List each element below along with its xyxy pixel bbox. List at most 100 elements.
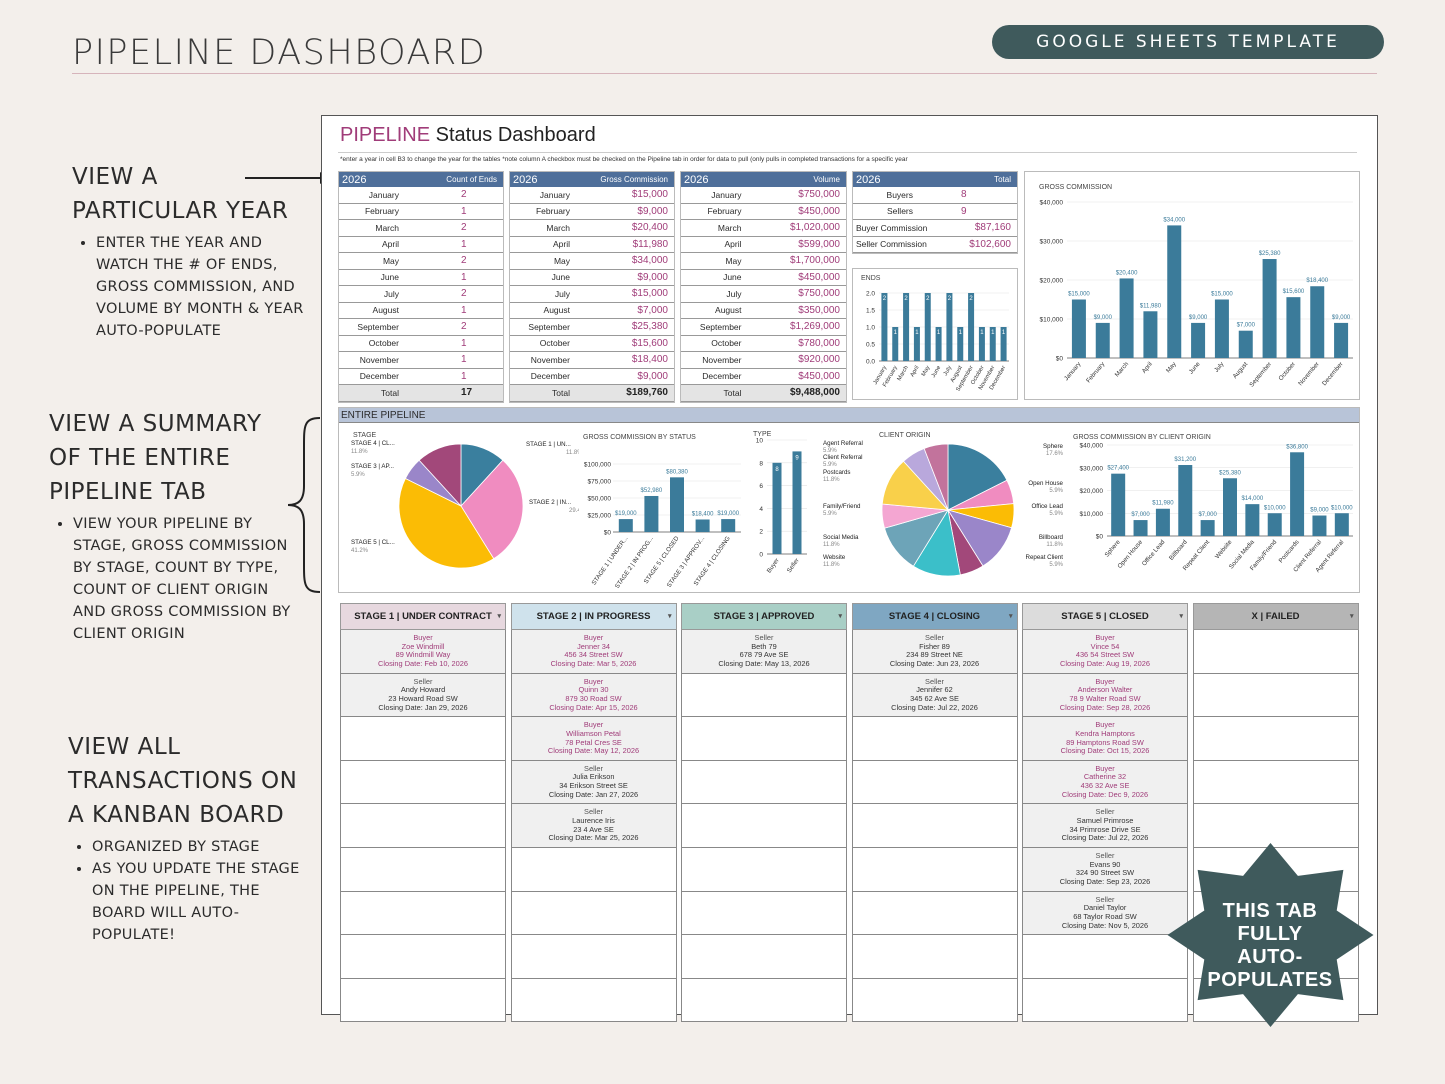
value-cell: 1 [461, 354, 467, 366]
dashboard-sheet: PIPELINE Status Dashboard *enter a year … [321, 115, 1378, 1023]
kanban-column-header[interactable]: STAGE 2 | IN PROGRESS ▾ [510, 603, 677, 630]
volume-table: 2026 Volume January $750,000 February $450,00… [680, 171, 847, 403]
data-label: $36,800 [1286, 444, 1308, 450]
pie-slice [947, 443, 1008, 511]
y-tick-label: $75,000 [588, 479, 612, 486]
y-tick-label: $0 [1096, 534, 1104, 541]
annotation-heading: A KANBAN BOARD [68, 802, 285, 828]
bar [1071, 299, 1086, 358]
chart-title: GROSS COMMISSION BY CLIENT ORIGIN [1073, 434, 1211, 441]
pie-slice [460, 459, 524, 560]
dropdown-arrow-icon[interactable]: ▾ [497, 613, 501, 620]
legend-pct: 11.8% [823, 477, 840, 483]
kanban-card[interactable]: Seller Julia Erikson 34 Erikson Street SE C… [510, 760, 677, 805]
kanban-empty-cell [1192, 760, 1359, 805]
template-badge: GOOGLE SHEETS TEMPLATE [992, 25, 1384, 59]
kanban-card[interactable]: Buyer Vince 54 436 54 Street SW Closing Dat… [1022, 630, 1188, 674]
y-tick-label: 1.5 [866, 308, 875, 315]
card-date: Closing Date: Jun 23, 2026 [889, 659, 980, 669]
card-address: 78 Petal Cres SE [565, 737, 622, 747]
y-tick-label: $20,000 [1080, 488, 1104, 495]
card-name: Samuel Primrose [1076, 816, 1134, 826]
kanban-empty-cell [1192, 673, 1359, 718]
kanban-card[interactable]: Seller Fisher 89 234 89 Street NE Closing D… [851, 630, 1018, 674]
kanban-column-header[interactable]: STAGE 4 | CLOSING ▾ [851, 603, 1018, 630]
pie-slice [923, 443, 949, 511]
kanban-column: STAGE 1 | UNDER CONTRACT ▾ Buyer Zoe Windmi… [340, 603, 506, 1023]
data-label: $14,000 [1242, 496, 1264, 502]
x-tick-label: June [931, 365, 942, 379]
kanban-column-header[interactable]: STAGE 3 | APPROVED ▾ [681, 603, 847, 630]
year-cell[interactable]: 2026 [342, 173, 367, 186]
kanban-column-title: STAGE 5 | CLOSED [1061, 611, 1149, 622]
year-cell[interactable]: 2026 [684, 173, 709, 186]
bar [1286, 297, 1301, 358]
annotation-bullet: AS YOU UPDATE THE STAGE ON THE PIPELINE,… [92, 858, 308, 946]
table-row: January 2 [339, 187, 503, 204]
data-label: $31,200 [1174, 457, 1196, 463]
year-cell[interactable]: 2026 [513, 173, 538, 186]
kanban-card[interactable]: Buyer Kendra Hamptons 89 Hamptons Road SW C… [1022, 717, 1188, 761]
kanban-card[interactable]: Buyer Anderson Walter 78 9 Walter Road SW C… [1022, 673, 1188, 718]
bar [935, 327, 942, 361]
value-cell: 1 [461, 337, 467, 349]
dropdown-arrow-icon[interactable]: ▾ [1008, 613, 1013, 620]
annotation-particular-year: VIEW A PARTICULAR YEAR ENTER THE YEAR AND … [72, 160, 312, 342]
x-tick-label: October [1277, 361, 1297, 382]
kanban-card[interactable]: Buyer Jenner 34 456 34 Street SW Closing Da… [510, 630, 677, 674]
gross-commission-chart-box: GROSS COMMISSION $0 $10,000 $20,000 $30,000 $… [1024, 171, 1360, 400]
total-value: $102,600 [969, 238, 1011, 250]
month-cell: September [699, 321, 742, 332]
kanban-card[interactable]: Buyer Catherine 32 436 32 Ave SE Closing Da… [1022, 760, 1188, 805]
month-cell: July [554, 288, 570, 299]
pie-slice [418, 443, 462, 508]
y-tick-label: 0 [759, 552, 763, 559]
month-cell: October [368, 338, 399, 349]
bar [903, 293, 910, 361]
legend-pct: 11.8% [351, 449, 368, 455]
kanban-empty-cell [340, 891, 506, 936]
kanban-card[interactable]: Buyer Quinn 30 879 30 Road SW Closing Date:… [510, 673, 677, 718]
card-type: Buyer [1095, 633, 1115, 642]
bar [1133, 520, 1148, 536]
kanban-card[interactable]: Buyer Zoe Windmill 89 Windmill Way Closing … [340, 630, 506, 674]
kanban-card[interactable]: Seller Samuel Primrose 34 Primrose Drive S… [1022, 804, 1188, 848]
kanban-card[interactable]: Buyer Williamson Petal 78 Petal Cres SE Clo… [510, 717, 677, 761]
kanban-column-header[interactable]: STAGE 5 | CLOSED ▾ [1022, 603, 1188, 630]
kanban-card[interactable]: Seller Evans 90 324 90 Street SW Closing Da… [1022, 847, 1188, 892]
dropdown-arrow-icon[interactable]: ▾ [1349, 613, 1354, 620]
kanban-card[interactable]: Seller Jennifer 62 345 62 Ave SE Closing Da… [851, 673, 1018, 718]
table-row: May $1,700,000 [681, 253, 846, 270]
card-type: Buyer [413, 633, 433, 642]
legend-pct: 5.9% [1049, 562, 1063, 568]
kanban-column-header[interactable]: STAGE 1 | UNDER CONTRACT ▾ [340, 603, 506, 630]
month-cell: January [368, 189, 399, 200]
kanban-card[interactable]: Seller Daniel Taylor 68 Taylor Road SW Clos… [1022, 891, 1188, 936]
column-header: Count of Ends [446, 175, 497, 184]
kanban-card[interactable]: Seller Beth 79 678 79 Ave SE Closing Date: … [681, 630, 847, 674]
kanban-empty-cell [510, 891, 677, 936]
data-label: 9 [795, 455, 799, 461]
value-cell: $920,000 [798, 354, 840, 366]
kanban-empty-cell [681, 804, 847, 848]
bar [1214, 299, 1229, 358]
x-tick-label: July [943, 365, 953, 377]
y-tick-label: 10 [756, 438, 764, 445]
dropdown-arrow-icon[interactable]: ▾ [667, 613, 672, 620]
table-row: Seller Commission $102,600 [853, 237, 1017, 253]
value-cell: 1 [461, 370, 467, 382]
kanban-card[interactable]: Seller Andy Howard 23 Howard Road SW Closin… [340, 673, 506, 718]
pie-slice [398, 477, 495, 569]
x-tick-label: April [1141, 361, 1154, 375]
card-name: Laurence Iris [572, 816, 615, 826]
dropdown-arrow-icon[interactable]: ▾ [1179, 613, 1183, 620]
table-row: June 1 [339, 270, 503, 286]
month-cell: October [539, 338, 570, 349]
kanban-empty-cell [1192, 630, 1359, 674]
kanban-card[interactable]: Seller Laurence Iris 23 4 Ave SE Closing Da… [510, 804, 677, 848]
kanban-column-header[interactable]: X | FAILED ▾ [1192, 603, 1359, 630]
dropdown-arrow-icon[interactable]: ▾ [838, 613, 842, 620]
data-label: 1 [959, 330, 963, 336]
month-cell: November [702, 354, 742, 365]
legend-pct: 29.4% [569, 508, 579, 514]
